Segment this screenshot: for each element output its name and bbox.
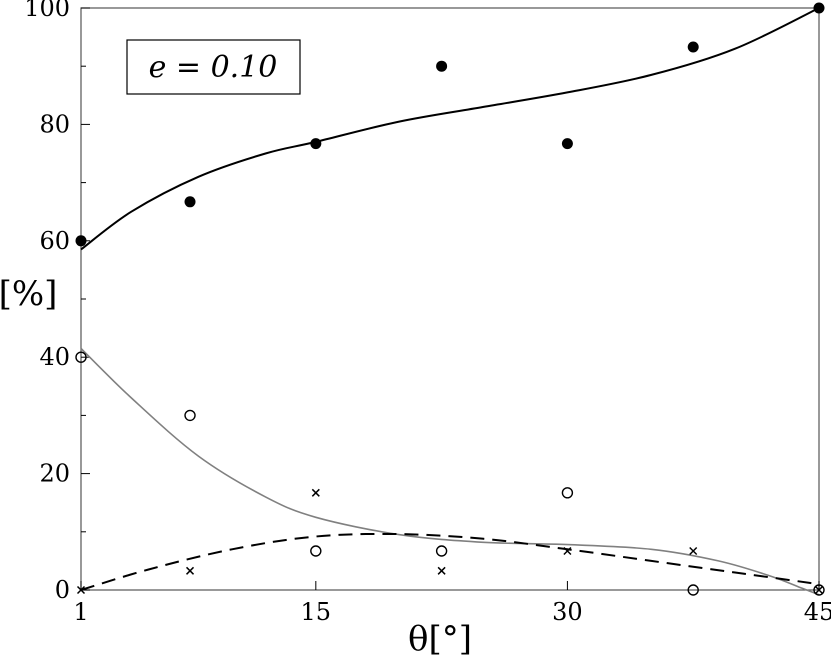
cross-point — [437, 566, 446, 575]
y-tick-label: 0 — [55, 576, 70, 604]
open-circle-point — [687, 584, 699, 596]
y-tick-label: 100 — [24, 0, 70, 22]
open-circle-point — [435, 545, 448, 557]
y-tick-marks — [81, 7, 90, 591]
axes: 0 20 40 60 80 100 1 15 30 45 — [24, 0, 831, 626]
cross-point — [311, 488, 320, 497]
fit-curve-2 — [80, 347, 820, 596]
cross-point — [689, 546, 698, 556]
cross-stroke — [76, 585, 86, 595]
x-tick-label: 15 — [301, 598, 332, 626]
cross-stroke — [311, 488, 320, 497]
open-circle-point — [813, 584, 825, 596]
filled-circle-point — [184, 196, 196, 208]
cross-stroke — [814, 585, 824, 595]
x-axis-label: θ[°] — [408, 619, 472, 659]
fit-curves — [80, 7, 820, 596]
y-axis-label: [%] — [0, 274, 57, 314]
y-tick-label: 60 — [39, 227, 70, 255]
cross-point — [185, 566, 195, 575]
cross-stroke — [689, 546, 698, 556]
fit-curve-1 — [80, 7, 820, 251]
data-points — [75, 2, 825, 596]
cross-stroke — [185, 566, 195, 575]
open-circle-point — [310, 545, 322, 557]
annotation-text: e = 0.10 — [149, 50, 278, 85]
x-tick-marks — [80, 581, 820, 590]
cross-stroke — [563, 546, 572, 556]
x-tick-label: 1 — [73, 598, 88, 626]
filled-circle-point — [687, 41, 699, 53]
open-circle-point — [75, 351, 87, 363]
cross-point — [563, 546, 572, 556]
fit-curve-3 — [80, 532, 820, 591]
y-tick-labels: 0 20 40 60 80 100 — [24, 0, 70, 604]
cross-point — [76, 585, 86, 595]
filled-circle-point — [813, 2, 825, 14]
open-circle-point — [561, 487, 574, 499]
x-tick-labels: 1 15 30 45 — [73, 598, 831, 626]
y-tick-label: 40 — [39, 343, 70, 371]
cross-stroke — [437, 566, 446, 575]
plot-frame — [80, 7, 820, 591]
y-tick-label: 80 — [39, 110, 70, 138]
open-circle-point — [184, 409, 196, 422]
x-tick-label: 30 — [552, 598, 583, 626]
y-tick-label: 20 — [39, 460, 70, 488]
cross-point — [814, 585, 824, 595]
annotation-box: e = 0.10 — [126, 39, 301, 95]
filled-circle-point — [561, 138, 573, 150]
filled-circle-point — [310, 138, 322, 150]
filled-circle-point — [75, 235, 87, 247]
x-tick-label: 45 — [804, 598, 831, 626]
filled-circle-point — [436, 60, 448, 72]
